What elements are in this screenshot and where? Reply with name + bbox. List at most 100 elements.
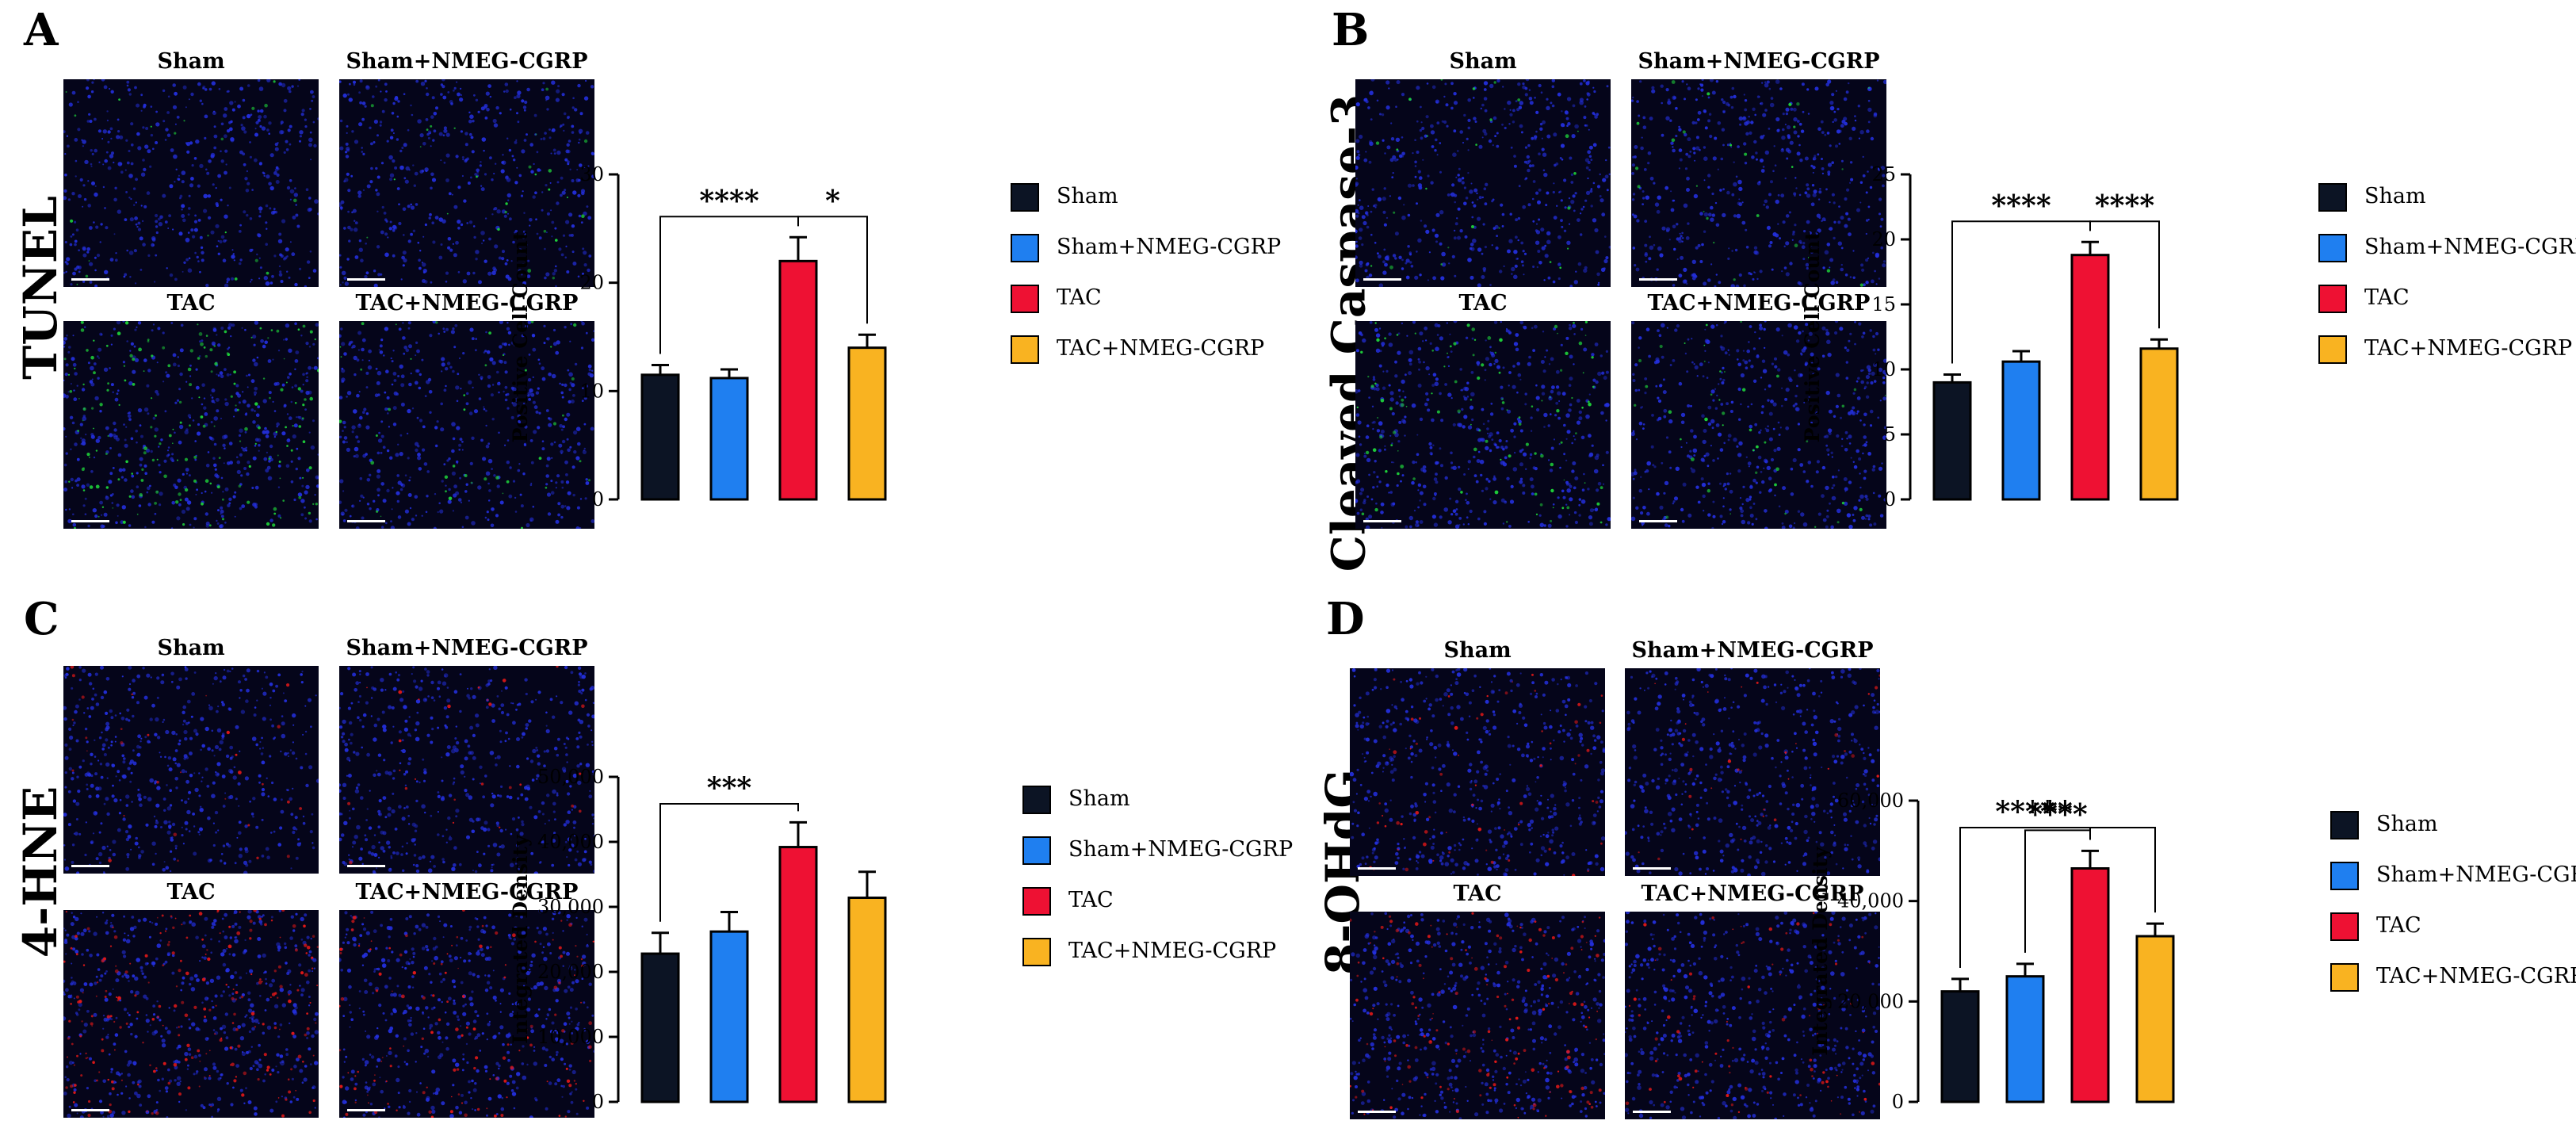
panel-letter-a: A	[24, 4, 59, 56]
significance-label: ****	[699, 184, 759, 217]
micrograph-image	[1631, 321, 1886, 529]
y-axis-label: Integrated Density	[509, 834, 532, 1044]
scale-bar	[1633, 1111, 1671, 1113]
micrograph-image	[1631, 79, 1886, 287]
legend-label: Sham	[1068, 786, 1130, 811]
panel-letter-c: C	[24, 593, 59, 645]
bar-tac-nmeg-cgrp	[847, 346, 887, 501]
scale-bar	[71, 865, 109, 867]
significance-label: ****	[1991, 189, 2050, 222]
y-tick-label: 30,000	[537, 896, 604, 918]
y-axis-label: Positive Cell Count	[1801, 231, 1824, 442]
micrograph-image	[339, 910, 594, 1118]
scale-bar	[71, 520, 109, 522]
bar-sham-nmeg-cgrp	[2005, 975, 2045, 1103]
scale-bar	[1639, 278, 1677, 281]
y-tick-label: 60,000	[1837, 790, 1904, 812]
y-tick-label: 0	[592, 1091, 604, 1113]
bar-sham-nmeg-cgrp	[709, 930, 749, 1103]
significance-bracket	[659, 803, 799, 922]
micrograph-title: TAC+NMEG-CGRP	[355, 880, 579, 904]
legend-label: Sham	[2364, 184, 2426, 208]
significance-label: ****	[2028, 797, 2087, 831]
stain-label: 4-HNE	[13, 786, 68, 958]
y-tick-label: 20,000	[537, 961, 604, 983]
bar-tac	[778, 846, 818, 1103]
y-tick-label: 15	[1871, 293, 1896, 316]
y-tick-label: 25	[1871, 163, 1896, 185]
legend-swatch	[2330, 811, 2359, 839]
micrograph-image	[63, 321, 319, 529]
micrograph-title: Sham	[1449, 49, 1517, 74]
significance-bracket	[1959, 827, 2156, 968]
micrograph-title: TAC+NMEG-CGRP	[355, 291, 579, 316]
y-tick-label: 10,000	[537, 1026, 604, 1048]
scale-bar	[1363, 520, 1401, 522]
micrograph-image	[63, 666, 319, 874]
y-tick-label: 20	[579, 272, 604, 294]
bar-chart: Integrated Density 0 20,000 40,000 60,000 ***…	[1809, 790, 2175, 1113]
legend-swatch	[2330, 912, 2359, 941]
micrograph-image	[63, 910, 319, 1118]
bar-sham-nmeg-cgrp	[709, 377, 749, 501]
legend-swatch	[1011, 183, 1039, 212]
bar-tac	[2070, 867, 2110, 1103]
panel-letter-d: D	[1326, 593, 1365, 645]
legend-label: TAC	[2364, 285, 2410, 310]
micrograph-image	[339, 666, 594, 874]
significance-label: **	[2043, 795, 2073, 828]
y-tick-label: 0	[1884, 488, 1896, 511]
micrograph-title: TAC+NMEG-CGRP	[1641, 882, 1864, 906]
bar-tac	[2070, 254, 2110, 501]
micrograph-image	[1350, 912, 1605, 1119]
stain-label: TUNEL	[13, 196, 67, 380]
significance-label: ***	[707, 771, 752, 805]
bar-tac-nmeg-cgrp	[847, 897, 887, 1103]
bar-sham	[1932, 381, 1972, 501]
legend-label: TAC+NMEG-CGRP	[2376, 964, 2576, 989]
micrograph-title: TAC	[1453, 882, 1502, 906]
significance-label: ****	[1995, 795, 2054, 828]
legend-label: TAC+NMEG-CGRP	[1057, 336, 1265, 361]
bar-tac-nmeg-cgrp	[2135, 935, 2175, 1103]
legend-swatch	[1011, 285, 1039, 313]
scale-bar	[71, 278, 109, 281]
legend-label: TAC	[1057, 285, 1102, 310]
micrograph-image	[339, 79, 594, 287]
scale-bar	[347, 1109, 385, 1111]
legend-swatch	[1022, 786, 1051, 814]
legend-label: Sham+NMEG-CGRP	[2364, 235, 2576, 259]
micrograph-image	[1625, 912, 1880, 1119]
y-axis-label: Integrated Density	[1809, 846, 1832, 1056]
legend-swatch	[1011, 234, 1039, 262]
scale-bar	[71, 1109, 109, 1111]
legend-label: Sham+NMEG-CGRP	[1057, 235, 1282, 259]
y-tick-label: 40,000	[537, 831, 604, 853]
y-tick-label: 0	[1892, 1091, 1904, 1113]
micrograph-title: Sham	[1443, 638, 1512, 663]
scale-bar	[1358, 1111, 1396, 1113]
bar-tac-nmeg-cgrp	[2139, 347, 2179, 501]
scale-bar	[347, 865, 385, 867]
scale-bar	[1639, 520, 1677, 522]
bar-chart: Positive Cell Count 0 5 10 15 20 25 **** ****	[1801, 163, 2179, 511]
legend-swatch	[2318, 335, 2347, 364]
significance-bracket	[659, 216, 799, 354]
legend-label: TAC+NMEG-CGRP	[1068, 939, 1277, 963]
micrograph-title: Sham+NMEG-CGRP	[1631, 638, 1874, 663]
micrograph-title: Sham	[157, 636, 225, 660]
legend-swatch	[2318, 234, 2347, 262]
y-tick-label: 5	[1884, 423, 1896, 446]
panel-letter-b: B	[1332, 4, 1370, 56]
significance-label: *	[825, 184, 840, 217]
bar-sham-nmeg-cgrp	[2001, 360, 2041, 501]
bar-chart: Integrated Density 0 10,000 20,000 30,000 40,…	[509, 766, 887, 1113]
bar-tac	[778, 259, 818, 501]
legend-swatch	[1022, 836, 1051, 865]
micrograph-title: Sham+NMEG-CGRP	[346, 49, 588, 74]
micrograph-image	[339, 321, 594, 529]
y-tick-label: 40,000	[1837, 890, 1904, 912]
legend-swatch	[1022, 938, 1051, 966]
y-tick-label: 20	[1871, 228, 1896, 250]
